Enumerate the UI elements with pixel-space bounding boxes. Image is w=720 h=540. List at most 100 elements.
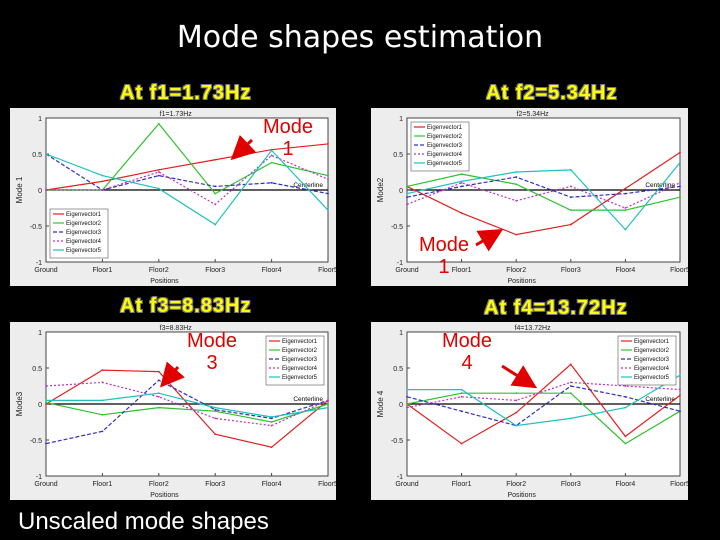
series-line-3: [406, 176, 681, 198]
data-point: [157, 406, 160, 409]
data-point: [460, 185, 463, 188]
data-point: [679, 388, 681, 391]
legend-entry: Eigenvector4: [634, 366, 670, 372]
data-point: [270, 149, 273, 152]
mode-callout-4: Mode 4: [441, 330, 493, 374]
y-axis-label: Mode3: [15, 391, 24, 416]
data-point: [157, 379, 160, 382]
data-point: [214, 185, 217, 188]
data-point: [214, 406, 217, 409]
data-point: [45, 189, 47, 191]
data-point: [679, 394, 681, 397]
x-tick-label: Floor4: [615, 267, 635, 274]
data-point: [270, 181, 273, 184]
data-point: [157, 370, 160, 373]
data-point: [327, 406, 329, 409]
data-point: [460, 181, 463, 184]
data-point: [45, 385, 47, 387]
mode-2-chart: 1 0.5 0 -0.5 -1 Ground Floor1 Floor2 Floor3 Floor…: [371, 108, 688, 286]
series-line-5: [407, 374, 681, 427]
series-line-2: [45, 401, 329, 423]
x-axis-label: Positions: [507, 278, 536, 285]
y-axis-label: Mode 4: [376, 390, 385, 417]
y-tick-label: 0: [399, 402, 403, 409]
legend-entry: Eigenvector3: [282, 357, 318, 363]
data-point: [569, 168, 572, 171]
x-tick-label: Floor3: [205, 481, 225, 488]
x-tick-label: Ground: [395, 267, 418, 274]
series-line-2: [406, 392, 681, 445]
series-line-5: [406, 162, 681, 231]
x-tick-label: Floor3: [561, 481, 581, 488]
centerline-label: Centerline: [645, 182, 675, 189]
data-point: [569, 417, 572, 420]
data-point: [569, 196, 572, 199]
series-line-1: [406, 152, 681, 236]
data-point: [327, 178, 329, 181]
y-tick-label: -1: [397, 260, 403, 267]
inset-title: f4=13.72Hz: [515, 325, 551, 332]
y-tick-label: 0.5: [393, 366, 403, 373]
legend-entry: Eigenvector3: [427, 143, 463, 149]
data-point: [270, 161, 273, 164]
y-tick-label: 1: [38, 330, 42, 337]
legend-entry: Eigenvector3: [634, 357, 670, 363]
data-point: [157, 395, 160, 398]
y-tick-label: -0.5: [391, 438, 403, 445]
data-point: [214, 223, 217, 226]
x-tick-label: Floor1: [452, 481, 472, 488]
series-line-1: [45, 369, 329, 448]
data-point: [327, 143, 329, 145]
data-point: [270, 154, 273, 157]
data-point: [679, 410, 681, 413]
data-point: [624, 207, 627, 209]
data-point: [624, 187, 627, 190]
data-point: [406, 196, 408, 199]
x-tick-label: Floor5: [318, 267, 336, 274]
x-tick-label: Floor4: [262, 481, 282, 488]
mode-callout-2: Mode 1: [418, 234, 470, 278]
data-point: [406, 185, 408, 188]
data-point: [327, 209, 329, 212]
data-point: [406, 395, 408, 398]
y-tick-label: -1: [36, 260, 42, 267]
data-point: [101, 413, 104, 416]
data-point: [460, 388, 463, 391]
data-point: [515, 183, 518, 186]
data-point: [270, 417, 273, 420]
series-line-2: [406, 173, 681, 211]
data-point: [406, 203, 408, 206]
y-tick-label: -0.5: [391, 224, 403, 231]
callout-arrow-3: [160, 361, 185, 388]
x-tick-label: Floor4: [262, 267, 282, 274]
data-point: [214, 408, 217, 411]
y-tick-label: -1: [36, 474, 42, 481]
centerline-label: Centerline: [293, 182, 323, 189]
callout-arrow-4: [501, 364, 538, 389]
data-point: [460, 442, 463, 445]
data-point: [406, 406, 408, 409]
data-point: [624, 209, 627, 212]
data-point: [679, 374, 681, 377]
mode-3-chart: 1 0.5 0 -0.5 -1 Ground Floor1 Floor2 Floor3 Floor…: [10, 322, 336, 500]
slide-title: Mode shapes estimation: [176, 20, 544, 55]
data-point: [214, 192, 217, 195]
series-line-1: [406, 363, 681, 445]
centerline-label: Centerline: [293, 396, 323, 403]
series-line-4: [45, 381, 329, 427]
x-tick-label: Floor5: [670, 481, 688, 488]
legend-entry: Eigenvector1: [282, 339, 318, 345]
data-point: [270, 416, 273, 418]
legend-entry: Eigenvector1: [634, 339, 670, 345]
y-tick-label: -1: [397, 474, 403, 481]
legend-entry: Eigenvector4: [282, 366, 318, 372]
legend-entry: Eigenvector4: [66, 239, 102, 245]
data-point: [679, 161, 681, 164]
data-point: [569, 185, 572, 188]
data-point: [624, 435, 627, 438]
data-point: [101, 369, 104, 372]
y-tick-label: -0.5: [30, 438, 42, 445]
data-point: [624, 406, 627, 409]
